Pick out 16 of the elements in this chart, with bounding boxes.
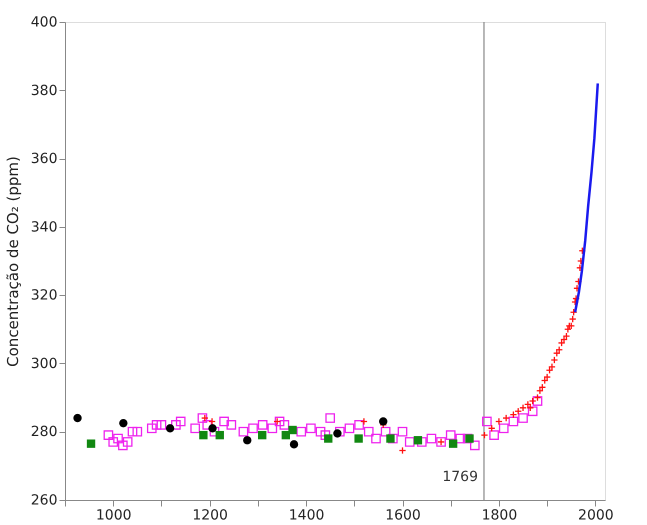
y-tick-label: 380: [30, 82, 58, 99]
y-tick-label: 280: [30, 424, 58, 440]
x-tick-label: 2000: [578, 508, 614, 524]
y-tick-label: 320: [30, 288, 58, 304]
y-tick-label: 400: [30, 14, 58, 30]
x-tick-label: 1200: [192, 508, 228, 524]
ref-line-label: 1769: [442, 469, 478, 485]
y-tick-label: 360: [30, 151, 58, 168]
x-tick-label: 1600: [385, 508, 421, 524]
y-axis-title: Concentração de CO₂ (ppm): [4, 156, 22, 367]
x-tick-label: 1400: [288, 508, 324, 524]
y-tick-label: 260: [30, 492, 58, 508]
x-tick-label: 1800: [482, 508, 518, 524]
y-tick-label: 300: [30, 356, 58, 372]
y-tick-label: 340: [30, 219, 58, 236]
x-tick-label: 1000: [96, 508, 132, 524]
